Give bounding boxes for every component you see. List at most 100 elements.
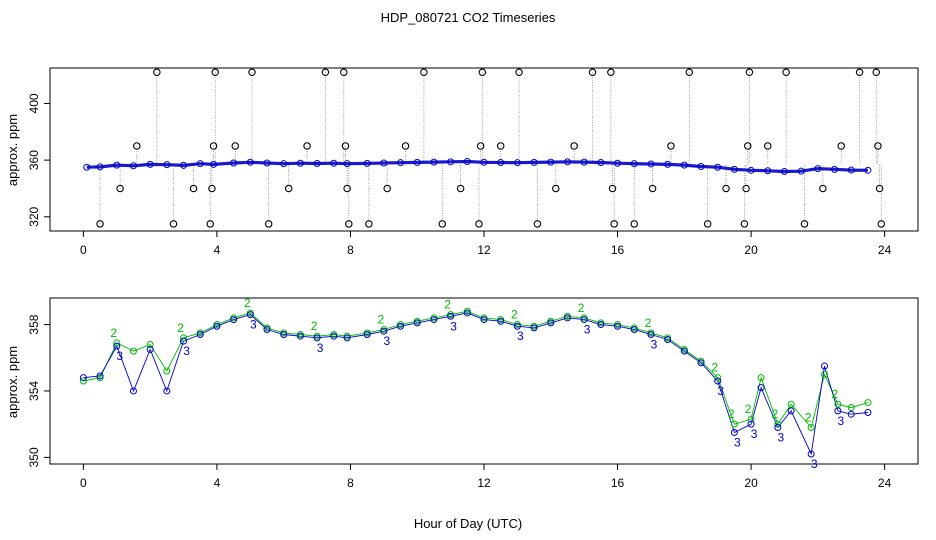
baseline-point [210,160,218,168]
series-3-point [821,362,829,370]
series-2-point [807,423,815,431]
top-y-axis-label: approx. ppm [5,114,20,186]
spike-point [607,68,615,77]
series-3-symbol: 3 [183,344,190,358]
series-3-point [163,387,171,395]
series-3-point [146,345,154,353]
series-2-symbol: 2 [110,326,117,340]
series-3-symbol: 3 [584,323,591,337]
spike-point [340,68,348,77]
series-3-point [397,322,405,330]
series-2-point [787,400,795,408]
spike-point [837,142,845,150]
baseline-point [343,160,351,168]
spike-point [515,68,523,77]
spike-point [420,68,428,77]
series-3-point [497,317,505,325]
spike-point [209,142,218,150]
series-3-point [580,316,588,324]
bottom-x-tick-label: 12 [477,476,491,490]
baseline-point [597,159,605,167]
baseline-point [246,158,254,166]
series-2-symbol: 2 [745,402,752,416]
top-x-tick-label: 20 [744,243,758,257]
baseline-point [864,166,872,174]
spike-point [764,142,772,150]
spike-point [742,184,750,193]
series-3-point [263,326,271,334]
top-y-tick-label: 400 [27,93,41,113]
bottom-x-tick-label: 4 [214,476,221,490]
spike-point [208,184,216,193]
spike-point [722,184,730,193]
baseline-point [547,158,555,166]
spike-point [303,142,311,150]
spike-point [877,220,886,228]
spike-point [874,142,882,150]
spike-point [321,68,330,77]
series-2-point [129,347,137,355]
baseline-point [797,167,805,175]
spike-point [855,68,864,77]
baseline-point [230,159,238,167]
series-3-symbol: 3 [517,329,524,343]
spike-point [264,220,273,228]
spike-point [685,68,694,77]
top-x-tick-label: 12 [477,243,491,257]
baseline-point [280,160,288,168]
spike-point [782,68,790,77]
series-2-symbol: 2 [177,321,184,335]
series-3-point [246,311,254,319]
spike-point [800,220,809,228]
spike-point [610,220,618,228]
series-3-point [380,327,388,335]
series-3-point [697,359,705,367]
spike-point [667,142,675,150]
baseline-point [513,159,521,167]
top-x-tick-label: 8 [347,243,354,257]
series-3-point [363,331,371,339]
series-3-point [463,309,471,317]
x-axis-label: Hour of Day (UTC) [414,516,522,531]
spike-point [133,142,141,150]
spike-point [341,142,350,150]
top-y-tick-label: 320 [27,206,41,226]
bottom-y-tick-label: 358 [27,314,41,334]
chart-title: HDP_080721 CO2 Timeseries [381,10,556,25]
baseline-point [647,160,655,168]
baseline-point [146,160,154,168]
series-2-point [834,400,842,408]
series-2-point [747,415,755,423]
baseline-point [714,163,722,171]
series-3-point [530,324,538,332]
series-2-point [180,334,188,342]
spike-point [343,184,351,193]
baseline-point [313,160,321,168]
spike-point [478,68,487,77]
baseline-point [96,163,104,171]
spike-point [153,68,161,77]
spike-point [206,220,214,228]
baseline-point [463,158,471,166]
spike-point [608,184,617,193]
top-plot-frame [49,67,919,232]
series-2-symbol: 2 [832,387,839,401]
series-2-symbol: 2 [771,407,778,421]
spike-point [284,184,293,193]
series-3-point [330,332,338,340]
baseline-point [129,162,137,170]
baseline-point [747,166,755,174]
bottom-x-tick-label: 0 [80,476,87,490]
series-3-symbol: 3 [116,349,123,363]
series-3-symbol: 3 [751,427,758,441]
series-2-line [83,310,869,429]
top-x-tick-label: 24 [878,243,892,257]
series-3-point [480,316,488,324]
series-3-point [774,423,782,431]
series-2-symbol: 2 [244,296,251,310]
series-3-point [847,410,855,418]
bottom-y-tick-label: 354 [27,381,41,401]
series-3-symbol: 3 [651,338,658,352]
